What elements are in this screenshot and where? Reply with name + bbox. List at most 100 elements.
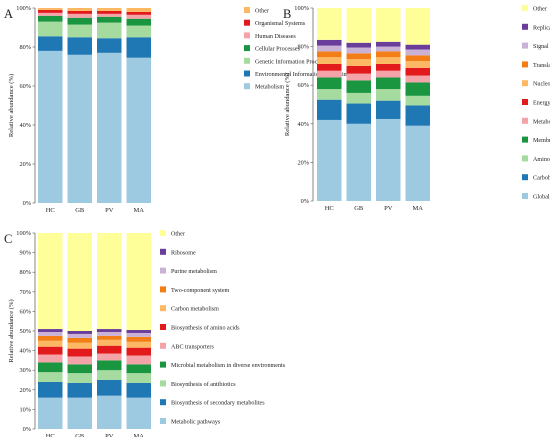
x-tick-label: MA xyxy=(134,433,145,437)
bar-segment-pv-other xyxy=(376,8,401,42)
legend-swatch-biosynthesis-of-antibiotics xyxy=(160,380,166,387)
legend-label: Signal transduction xyxy=(533,44,550,50)
bar-segment-hc-energy-metabolism xyxy=(317,63,342,71)
legend-swatch-carbohydrate-metabolism xyxy=(522,174,528,181)
y-tick-label: 100% xyxy=(16,230,31,237)
bar-segment-gb-environmental-information-processing xyxy=(67,37,92,55)
legend-swatch-microbial-metabolism-in-diverse-environments xyxy=(160,361,166,368)
y-axis-label: Relative abundance (%) xyxy=(8,299,15,362)
y-tick-label: 0% xyxy=(23,426,32,433)
legend-swatch-translation xyxy=(522,61,528,68)
bar-segment-pv-nucleotide-metabolism xyxy=(376,57,401,64)
y-tick-label: 80% xyxy=(19,269,31,276)
bar-segment-pv-energy-metabolism xyxy=(376,63,401,71)
y-tick-label: 70% xyxy=(19,289,31,296)
bar-segment-pv-environmental-information-processing xyxy=(97,38,122,53)
y-tick-label: 90% xyxy=(19,250,31,257)
legend-label: Organismal Systems xyxy=(255,21,306,27)
panel-b: B Relative abundance (%) 0% 20% 40% 60% 80% 100… xyxy=(283,5,550,212)
bar-segment-gb-nucleotide-metabolism xyxy=(346,59,371,66)
bar-segment-hc-metabolic-pathways xyxy=(38,397,63,429)
bar-segment-ma-microbial-metabolism-in-diverse-environments xyxy=(126,364,151,374)
legend-label: Microbial metabolism in diverse environm… xyxy=(171,363,286,369)
legend-swatch-two-component-system xyxy=(160,286,166,293)
bar-segment-gb-metabolism-of-cofactors-and-vitamins xyxy=(346,73,371,81)
y-tick-label: 20% xyxy=(19,161,31,168)
bar-segment-pv-other xyxy=(97,233,122,330)
bar-segment-pv-signal-transduction xyxy=(376,46,401,52)
bar-segment-hc-organismal-systems xyxy=(38,9,63,13)
bar-segment-hc-other xyxy=(317,8,342,40)
bar-segment-gb-replication-and-repair xyxy=(346,42,371,48)
bar-segment-gb-metabolism xyxy=(67,54,92,203)
bar-segment-pv-metabolism xyxy=(97,52,122,203)
legend-swatch-global-and-overview-maps xyxy=(522,193,528,199)
legend-swatch-carbon-metabolism xyxy=(160,305,166,312)
bar-segment-pv-two-component-system xyxy=(97,335,122,340)
x-tick-label: GB xyxy=(75,207,85,214)
bar-segment-hc-biosynthesis-of-antibiotics xyxy=(38,372,63,382)
x-tick-label: MA xyxy=(413,205,424,212)
y-tick-label: 50% xyxy=(19,328,31,335)
legend-label: Cellular Processes xyxy=(255,47,300,53)
legend-swatch-amino-acid-metabolism xyxy=(522,155,528,162)
bar-segment-hc-nucleotide-metabolism xyxy=(317,57,342,64)
bar-segment-hc-metabolism xyxy=(38,50,63,204)
legend-label: Two-component system xyxy=(171,288,230,294)
bar-segment-ma-metabolism xyxy=(126,57,151,203)
bar-segment-gb-energy-metabolism xyxy=(346,65,371,74)
bar-segment-ma-biosynthesis-of-amino-acids xyxy=(126,347,151,356)
bar-segment-pv-cellular-processes xyxy=(97,16,122,23)
x-tick-label: HC xyxy=(46,207,55,214)
bar-segment-pv-global-and-overview-maps xyxy=(376,118,401,201)
panel-label: A xyxy=(4,7,13,21)
bar-segment-hc-other xyxy=(38,8,63,10)
y-tick-label: 100% xyxy=(16,5,31,12)
x-tick-label: MA xyxy=(134,207,145,214)
y-tick-label: 30% xyxy=(19,367,31,374)
bar-segment-ma-cellular-processes xyxy=(126,18,151,26)
legend-swatch-purine-metabolism xyxy=(160,267,166,274)
bar-segment-pv-metabolism-of-cofactors-and-vitamins xyxy=(376,70,401,78)
bar-segment-gb-two-component-system xyxy=(67,337,92,343)
bar-segment-gb-other xyxy=(67,8,92,11)
bar-segment-gb-abc-transporters xyxy=(67,356,92,365)
legend-label: Replication and repair xyxy=(533,25,550,31)
bar-segment-ma-other xyxy=(126,233,151,331)
y-tick-label: 60% xyxy=(19,308,31,315)
y-axis-label: Relative abundance (%) xyxy=(284,73,291,136)
bar-segment-ma-metabolism-of-cofactors-and-vitamins xyxy=(405,75,430,83)
bar-segment-gb-biosynthesis-of-secondary-metabolites xyxy=(67,382,92,398)
y-tick-label: 10% xyxy=(19,406,31,413)
y-tick-label: 0% xyxy=(23,200,32,207)
bar-segment-ma-carbohydrate-metabolism xyxy=(405,105,430,126)
bar-segment-ma-metabolic-pathways xyxy=(126,397,151,429)
bar-segment-pv-microbial-metabolism-in-diverse-environments xyxy=(97,360,122,371)
bar-segment-pv-abc-transporters xyxy=(97,353,122,361)
legend-label: Human Diseases xyxy=(255,34,296,40)
legend-swatch-biosynthesis-of-amino-acids xyxy=(160,324,166,330)
bar-segment-pv-other xyxy=(97,8,122,11)
bar-segment-gb-biosynthesis-of-antibiotics xyxy=(67,373,92,383)
bar-segment-gb-signal-transduction xyxy=(346,47,371,54)
bar-segment-ma-replication-and-repair xyxy=(405,44,430,50)
bar-segment-ma-nucleotide-metabolism xyxy=(405,61,430,68)
bar-segment-pv-human-diseases xyxy=(97,13,122,17)
bar-segment-gb-amino-acid-metabolism xyxy=(346,92,371,104)
legend-label: Carbohydrate metabolism xyxy=(533,176,550,182)
bar-segment-ma-genetic-information-processing xyxy=(126,25,151,38)
bar-segment-gb-membrane-transport xyxy=(346,80,371,93)
legend-label: Environmental Information Processing xyxy=(255,71,350,78)
x-tick-label: PV xyxy=(105,207,114,214)
legend-label: Membrane transport xyxy=(533,138,550,144)
legend-label: Global and overview maps xyxy=(533,195,550,201)
bar-segment-pv-biosynthesis-of-amino-acids xyxy=(97,345,122,354)
legend-swatch-signal-transduction xyxy=(522,42,528,49)
bar-segment-pv-carbohydrate-metabolism xyxy=(376,100,401,119)
panel-label: B xyxy=(283,7,291,21)
panel-label: C xyxy=(4,232,12,246)
legend-swatch-cellular-processes xyxy=(244,45,250,52)
bar-segment-hc-genetic-information-processing xyxy=(38,21,63,37)
bar-segment-hc-abc-transporters xyxy=(38,354,63,363)
